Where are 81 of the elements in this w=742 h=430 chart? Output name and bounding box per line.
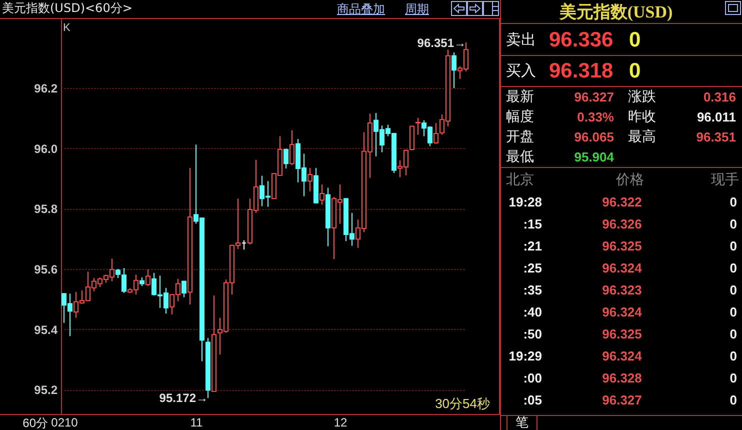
text: 0 [730, 238, 737, 253]
y-tick-label: 95.8 [34, 202, 58, 216]
text: :40 [523, 304, 542, 319]
text: 96.318 [549, 60, 614, 82]
annotation: K [63, 22, 71, 34]
text: 0 [629, 28, 641, 52]
text: 96.324 [602, 348, 642, 363]
text: 96.326 [602, 216, 642, 231]
text: 0 [730, 348, 737, 363]
candlestick [416, 117, 420, 136]
text: 96.351 [696, 130, 736, 144]
text: 0 [730, 282, 737, 297]
text: :21 [523, 238, 542, 253]
text: 涨跌 [628, 89, 656, 105]
text: 0 [730, 260, 737, 275]
text: 美元指数(USD) [559, 2, 673, 22]
text: 价格 [616, 172, 644, 188]
text: 最低 [506, 149, 534, 165]
text: 0 [730, 326, 737, 341]
text: 现手 [711, 172, 739, 188]
text: :00 [523, 370, 542, 385]
text: 最新 [506, 89, 534, 105]
candlestick [320, 184, 324, 206]
text: 96.327 [602, 392, 642, 407]
text: 19:29 [508, 348, 542, 363]
candlestick [146, 269, 150, 287]
annotation: 95.172→ [159, 391, 208, 405]
text: 96.328 [602, 370, 642, 385]
text: 19:28 [508, 194, 542, 209]
text: 96.323 [602, 282, 642, 297]
text: :35 [523, 282, 542, 297]
candlestick [290, 130, 294, 166]
text: 卖出 [506, 30, 536, 48]
y-tick-label: 96.0 [34, 142, 58, 156]
text: 96.336 [549, 28, 614, 52]
y-tick-label: 95.4 [34, 322, 58, 337]
text: 开盘 [506, 129, 534, 145]
text: 0 [730, 370, 737, 385]
candlestick [182, 280, 186, 298]
text: 96.324 [602, 304, 642, 319]
text: 96.011 [696, 110, 736, 124]
text: :50 [523, 326, 542, 341]
candlestick [284, 148, 288, 169]
candlestick [308, 167, 312, 192]
text: 0 [730, 304, 737, 319]
text: 0 [629, 60, 641, 82]
text: 96.065 [574, 130, 614, 144]
text: 0 [730, 194, 737, 209]
y-tick-label: 95.2 [34, 383, 58, 398]
text: 0 [730, 392, 737, 407]
text: 96.322 [602, 194, 642, 209]
text: :05 [523, 392, 542, 407]
text: 最高 [628, 129, 656, 145]
text: 0.316 [703, 90, 736, 104]
text: 周期 [405, 2, 429, 16]
x-tick-label: 12 [334, 416, 348, 430]
text: 96.327 [574, 90, 614, 104]
text: 96.325 [602, 238, 642, 253]
text: 95.904 [574, 150, 614, 164]
candlestick [410, 125, 414, 151]
y-tick-label: 95.6 [34, 262, 58, 276]
text: 商品叠加 [337, 2, 385, 16]
text: :25 [523, 260, 542, 275]
text: 笔 [506, 416, 538, 430]
text: 0.33% [577, 110, 614, 124]
text: :15 [523, 216, 542, 231]
x-tick-label: 0210 [51, 416, 78, 430]
text: 买入 [506, 62, 536, 80]
text: 0 [730, 216, 737, 231]
annotation: 30分54秒 [435, 396, 490, 411]
chart-title: 美元指数(USD)<60分> [2, 1, 132, 15]
text: 北京 [506, 172, 534, 188]
x-tick-label: 11 [190, 416, 204, 430]
text: 60分 [22, 416, 48, 430]
annotation: 96.351→ [417, 36, 466, 50]
text: 96.325 [602, 326, 642, 341]
candlestick [452, 52, 456, 88]
text: 幅度 [506, 109, 534, 125]
text: 96.324 [602, 260, 642, 275]
text: 昨收 [628, 109, 656, 125]
y-tick-label: 96.2 [34, 81, 58, 96]
